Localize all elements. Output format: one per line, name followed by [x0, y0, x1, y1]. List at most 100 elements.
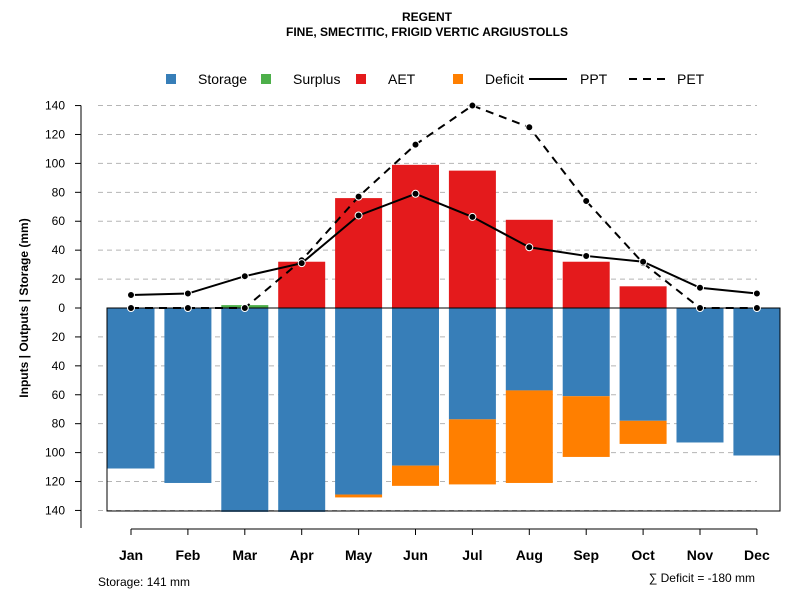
y-tick-label: 80: [52, 417, 66, 431]
y-tick-label: 120: [45, 127, 65, 141]
bar-storage: [221, 308, 269, 512]
y-tick-label: 60: [52, 214, 66, 228]
y-tick-label: 120: [45, 475, 65, 489]
point-ppt: [696, 283, 704, 292]
line-ppt: [130, 192, 758, 296]
bar-storage: [733, 308, 781, 456]
y-tick-label: 20: [52, 330, 66, 344]
legend-label: PPT: [580, 71, 608, 87]
x-tick-label: Dec: [744, 547, 770, 563]
bar-deficit: [505, 390, 553, 483]
y-tick-label: 0: [58, 301, 65, 315]
y-axis: 140 120 100 80 60 40 20 0 20 40 60 80 100 120 140: [45, 99, 82, 528]
y-axis-label: Inputs | Outputs | Storage (mm): [17, 218, 31, 397]
legend-swatch: [166, 74, 176, 84]
legend-swatch: [453, 74, 463, 84]
x-tick-label: Jul: [462, 547, 482, 563]
point-pet: [127, 304, 135, 312]
legend-item-aet: AET: [356, 71, 416, 87]
point-pet: [525, 123, 534, 132]
bar-storage: [278, 308, 326, 512]
x-tick-label: Sep: [573, 547, 599, 563]
y-tick-label: 140: [45, 99, 65, 113]
point-pet: [411, 140, 420, 149]
bar-storage: [505, 308, 553, 391]
legend-item-ppt: PPT: [529, 71, 608, 87]
bar-aet: [562, 261, 610, 308]
y-tick-label: 60: [52, 388, 66, 402]
bar-deficit: [562, 396, 610, 457]
point-pet: [183, 304, 192, 312]
y-tick-label: 20: [52, 272, 66, 286]
legend-label: Storage: [198, 71, 247, 87]
legend-item-pet: PET: [629, 71, 705, 87]
y-tick-label: 80: [52, 185, 66, 199]
x-tick-label: Oct: [631, 547, 655, 563]
point-pet: [240, 304, 249, 312]
x-tick-label: Aug: [516, 547, 543, 563]
legend-label: PET: [677, 71, 705, 87]
bar-aet: [448, 170, 496, 308]
point-ppt: [468, 212, 477, 221]
point-ppt: [183, 289, 192, 298]
bar-aet: [505, 219, 553, 308]
point-ppt: [639, 257, 648, 266]
series-lines: [127, 101, 761, 312]
bar-storage: [107, 308, 155, 469]
bar-storage: [392, 308, 439, 466]
point-ppt: [240, 272, 249, 281]
x-tick-label: Mar: [232, 547, 257, 563]
point-pet: [752, 304, 761, 312]
point-ppt: [752, 289, 761, 298]
x-axis: Jan Feb Mar Apr May Jun Jul Aug Sep Oct Nov Dec: [119, 528, 770, 563]
chart-title: REGENT: [402, 10, 453, 24]
bar-storage: [335, 308, 383, 495]
point-ppt: [127, 290, 135, 299]
y-tick-label: 40: [52, 243, 66, 257]
x-tick-label: Jun: [403, 547, 428, 563]
bar-storage: [448, 308, 496, 420]
bar-storage: [164, 308, 212, 483]
x-tick-label: Apr: [290, 547, 315, 563]
point-pet: [696, 304, 704, 312]
legend-item-storage: Storage: [166, 71, 247, 87]
point-pet: [354, 192, 363, 201]
y-tick-label: 100: [45, 156, 65, 170]
bar-deficit: [335, 494, 383, 498]
point-pet: [468, 101, 477, 110]
point-ppt: [354, 211, 363, 220]
y-tick-label: 40: [52, 359, 66, 373]
legend-swatch: [356, 74, 366, 84]
bar-aet: [619, 286, 667, 308]
legend-label: AET: [388, 71, 416, 87]
legend-swatch: [261, 74, 271, 84]
bar-deficit: [448, 419, 496, 485]
legend-label: Surplus: [293, 71, 340, 87]
bar-storage: [619, 308, 667, 421]
bar-storage: [562, 308, 610, 397]
point-ppt: [525, 243, 534, 252]
y-tick-label: 140: [45, 503, 65, 517]
x-tick-label: Feb: [175, 547, 200, 563]
point-ppt: [582, 251, 591, 260]
point-pet: [582, 196, 591, 205]
x-tick-label: Jan: [119, 547, 143, 563]
chart-subtitle: FINE, SMECTITIC, FRIGID VERTIC ARGIUSTOL…: [286, 25, 568, 39]
legend: Storage Surplus AET Deficit PPT PET: [166, 71, 705, 87]
y-tick-label: 100: [45, 446, 65, 460]
x-tick-label: May: [345, 547, 372, 563]
legend-item-deficit: Deficit: [453, 71, 524, 87]
bars: [107, 164, 781, 512]
storage-footnote: Storage: 141 mm: [98, 575, 190, 589]
x-tick-label: Nov: [687, 547, 714, 563]
line-pet: [131, 104, 757, 309]
bar-aet: [278, 261, 326, 308]
bar-storage: [676, 308, 724, 443]
point-ppt: [411, 189, 420, 198]
deficit-footnote: ∑ Deficit = -180 mm: [649, 571, 755, 585]
point-ppt: [297, 259, 306, 268]
bar-deficit: [619, 420, 667, 444]
bar-deficit: [392, 465, 439, 486]
legend-item-surplus: Surplus: [261, 71, 340, 87]
